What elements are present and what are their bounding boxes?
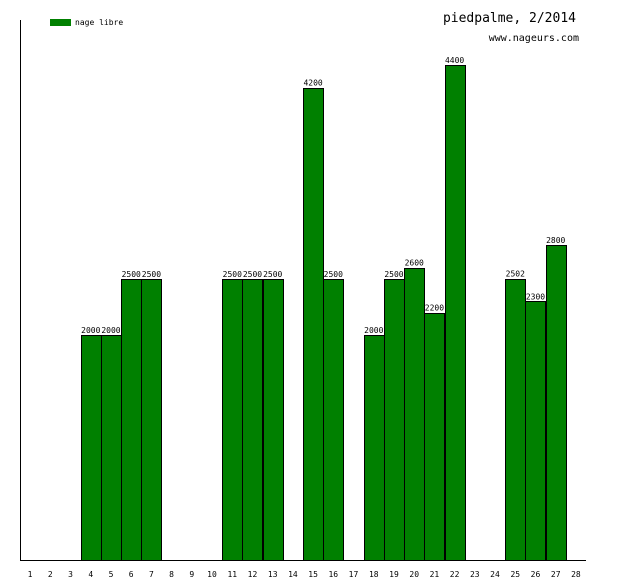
bar-value-label: 2502	[506, 270, 525, 279]
x-tick-label: 22	[450, 570, 460, 579]
bar	[505, 279, 526, 561]
x-tick-label: 20	[409, 570, 419, 579]
bar-value-label: 2500	[122, 270, 141, 279]
bar-value-label: 2200	[425, 304, 444, 313]
bar	[303, 88, 324, 561]
bar-value-label: 2500	[384, 270, 403, 279]
x-tick-label: 25	[510, 570, 520, 579]
x-tick-label: 3	[68, 570, 73, 579]
bar	[404, 268, 425, 561]
bar	[141, 279, 162, 561]
bar	[101, 335, 122, 561]
x-tick-label: 23	[470, 570, 480, 579]
bar	[263, 279, 284, 561]
x-tick-label: 9	[189, 570, 194, 579]
x-tick-label: 26	[531, 570, 541, 579]
x-tick-label: 13	[268, 570, 278, 579]
bar	[222, 279, 243, 561]
bar	[445, 65, 466, 561]
bar-value-label: 2500	[223, 270, 242, 279]
x-tick-label: 18	[369, 570, 379, 579]
bar	[323, 279, 344, 561]
x-tick-label: 7	[149, 570, 154, 579]
x-tick-label: 12	[248, 570, 258, 579]
x-tick-label: 28	[571, 570, 581, 579]
bar-value-label: 2000	[81, 326, 100, 335]
x-tick-label: 14	[288, 570, 298, 579]
x-tick-label: 5	[109, 570, 114, 579]
bar-value-label: 2000	[101, 326, 120, 335]
x-tick-label: 24	[490, 570, 500, 579]
bar-value-label: 2500	[243, 270, 262, 279]
bar-value-label: 2500	[142, 270, 161, 279]
bar	[424, 313, 445, 561]
bar	[525, 301, 546, 561]
x-tick-label: 15	[308, 570, 318, 579]
bar	[546, 245, 567, 561]
bar-value-label: 2500	[324, 270, 343, 279]
x-tick-label: 4	[88, 570, 93, 579]
x-tick-label: 21	[430, 570, 440, 579]
bar	[121, 279, 142, 561]
x-tick-labels-group: 1 2 3 4 5 6 7 8 9 10 11 12 13 14 15 16 17 18 19 20 21 22 23 24 2…	[28, 570, 581, 579]
x-tick-label: 8	[169, 570, 174, 579]
chart-subtitle: www.nageurs.com	[489, 33, 579, 44]
x-tick-label: 1	[28, 570, 33, 579]
x-tick-label: 27	[551, 570, 561, 579]
x-tick-label: 16	[328, 570, 338, 579]
bar	[242, 279, 263, 561]
x-tick-label: 17	[349, 570, 359, 579]
bar-value-label: 4200	[303, 79, 322, 88]
x-tick-label: 6	[129, 570, 134, 579]
bar-value-label: 2500	[263, 270, 282, 279]
chart-title: piedpalme, 2/2014	[443, 11, 576, 26]
bar-value-label: 2000	[364, 326, 383, 335]
legend-label: nage libre	[75, 18, 123, 27]
bars-group	[81, 65, 567, 561]
bar-value-label: 2600	[405, 259, 424, 268]
legend-swatch	[50, 19, 71, 26]
bar	[384, 279, 405, 561]
x-tick-label: 19	[389, 570, 399, 579]
bar	[81, 335, 102, 561]
x-tick-label: 2	[48, 570, 53, 579]
bar	[364, 335, 385, 561]
x-tick-label: 11	[227, 570, 237, 579]
bar-value-label: 2800	[546, 236, 565, 245]
x-tick-label: 10	[207, 570, 217, 579]
bar-value-label: 2300	[526, 292, 545, 301]
bar-value-label: 4400	[445, 56, 464, 65]
